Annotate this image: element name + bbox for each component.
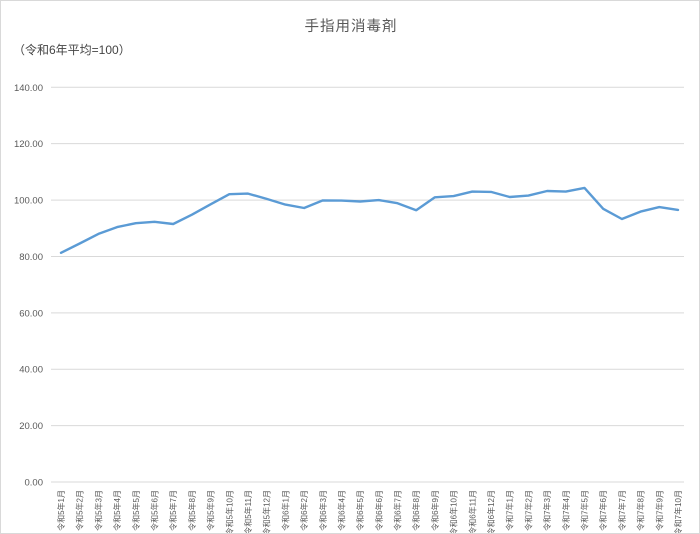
x-axis-tick-label: 令和6年5月 bbox=[355, 490, 365, 531]
chart-title: 手指用消毒剤 bbox=[304, 19, 398, 35]
x-axis-tick-label: 令和5年6月 bbox=[149, 490, 159, 531]
x-axis-tick-label: 令和5年10月 bbox=[224, 490, 234, 534]
x-axis-tick-label: 令和6年12月 bbox=[486, 490, 496, 534]
y-axis-tick-label: 40.00 bbox=[19, 365, 43, 376]
x-axis-tick-label: 令和6年3月 bbox=[318, 490, 328, 531]
x-axis-tick-label: 令和7年9月 bbox=[654, 490, 664, 531]
x-axis-tick-label: 令和6年7月 bbox=[393, 490, 403, 531]
y-axis-tick-label: 60.00 bbox=[19, 308, 43, 319]
y-axis-tick-label: 140.00 bbox=[14, 83, 43, 94]
x-axis-tick-label: 令和6年8月 bbox=[411, 490, 421, 531]
x-axis-tick-label: 令和5年8月 bbox=[187, 490, 197, 531]
x-axis-tick-label: 令和6年2月 bbox=[299, 490, 309, 531]
y-axis-tick-label: 20.00 bbox=[19, 421, 43, 432]
x-axis-tick-label: 令和5年12月 bbox=[262, 490, 272, 534]
x-axis-tick-label: 令和7年4月 bbox=[561, 490, 571, 531]
x-axis-tick-label: 令和6年10月 bbox=[449, 490, 459, 534]
x-axis-tick-label: 令和6年6月 bbox=[374, 490, 384, 531]
x-axis-tick-label: 令和7年3月 bbox=[542, 490, 552, 531]
x-axis-tick-label: 令和7年1月 bbox=[505, 490, 515, 531]
x-axis-tick-label: 令和7年10月 bbox=[673, 490, 683, 534]
x-axis-tick-label: 令和5年7月 bbox=[168, 490, 178, 531]
x-axis-tick-label: 令和5年11月 bbox=[243, 490, 253, 534]
x-axis-tick-label: 令和6年1月 bbox=[280, 490, 290, 531]
x-axis-tick-label: 令和6年4月 bbox=[336, 490, 346, 531]
data-series-line bbox=[59, 186, 680, 255]
x-axis-tick-label: 令和6年9月 bbox=[430, 490, 440, 531]
x-axis-tick-label: 令和5年1月 bbox=[56, 490, 66, 531]
x-axis-tick-label: 令和7年8月 bbox=[636, 490, 646, 531]
x-axis-tick-label: 令和7年5月 bbox=[580, 490, 590, 531]
x-axis-tick-label: 令和7年7月 bbox=[617, 490, 627, 531]
chart-subtitle: （令和6年平均=100） bbox=[13, 43, 131, 57]
x-axis-tick-label: 令和5年3月 bbox=[93, 490, 103, 531]
x-axis-tick-label: 令和6年11月 bbox=[467, 490, 477, 534]
x-axis-tick-label: 令和5年2月 bbox=[75, 490, 85, 531]
y-axis-tick-label: 100.00 bbox=[14, 196, 43, 207]
x-axis-tick-label: 令和5年5月 bbox=[131, 490, 141, 531]
y-axis-tick-label: 120.00 bbox=[14, 139, 43, 150]
y-axis-tick-label: 80.00 bbox=[19, 252, 43, 263]
x-axis-tick-label: 令和7年2月 bbox=[523, 490, 533, 531]
x-axis-tick-label: 令和5年4月 bbox=[112, 490, 122, 531]
x-axis-tick-label: 令和5年9月 bbox=[206, 490, 216, 531]
x-axis-tick-label: 令和7年6月 bbox=[598, 490, 608, 531]
y-axis-tick-label: 0.00 bbox=[25, 478, 44, 489]
